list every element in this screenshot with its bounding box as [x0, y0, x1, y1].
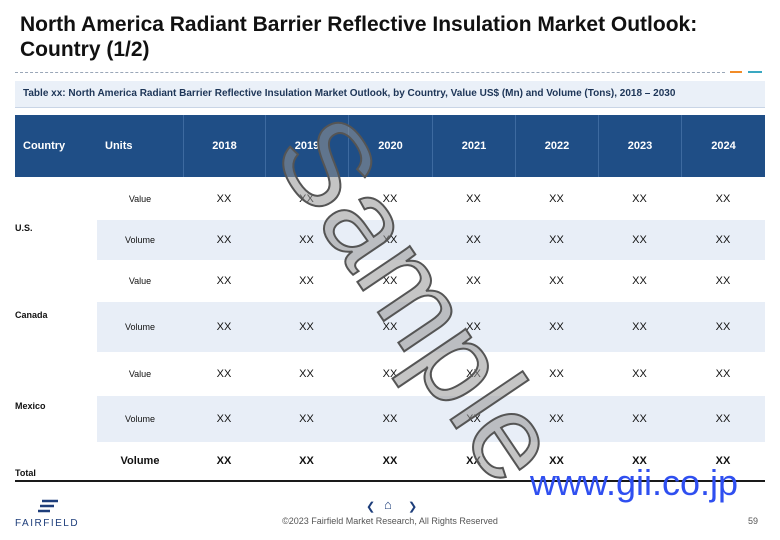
nav-prev[interactable]: ❮ — [366, 501, 376, 513]
page-number: 59 — [748, 516, 759, 526]
value-cell: XX — [216, 275, 232, 287]
watermark-site: www.gii.co.jp — [530, 462, 739, 503]
unit-label: Volume — [97, 396, 183, 442]
value-cell: XX — [549, 368, 564, 380]
title-rule — [15, 72, 725, 73]
value-cell: XX — [183, 302, 265, 352]
value-cell: XX — [632, 193, 647, 205]
unit-label: Value — [128, 194, 152, 204]
value-cell: XX — [382, 275, 398, 287]
value-cell: XX — [183, 396, 265, 442]
value-cell: XX — [715, 193, 731, 205]
value-cell: XX — [515, 220, 598, 260]
unit-label: Volume — [97, 302, 183, 352]
unit-label: Value — [128, 276, 152, 286]
country-label: Canada — [15, 310, 48, 320]
unit-label: Volume — [97, 220, 183, 260]
value-cell: XX — [432, 220, 515, 260]
value-cell: XX — [549, 455, 564, 467]
value-cell: XX — [632, 275, 647, 287]
copyright: ©2023 Fairfield Market Research, All Rig… — [282, 516, 498, 526]
value-cell: XX — [598, 302, 681, 352]
slide-title: North America Radiant Barrier Reflective… — [20, 13, 698, 61]
value-cell: XX — [681, 396, 765, 442]
value-cell: XX — [348, 302, 432, 352]
value-cell: XX — [466, 193, 481, 205]
value-cell: XX — [432, 396, 515, 442]
value-cell: XX — [715, 455, 731, 467]
accent — [730, 71, 742, 73]
value-cell: XX — [382, 193, 398, 205]
table-caption: Table xx: North America Radiant Barrier … — [23, 88, 676, 99]
unit-label: Value — [128, 369, 152, 379]
value-cell: XX — [216, 368, 232, 380]
nav-next[interactable]: ❯ — [408, 501, 418, 513]
value-cell: XX — [681, 220, 765, 260]
column-header: 2020 — [348, 115, 432, 177]
country-label: U.S. — [15, 223, 33, 233]
table-header — [15, 115, 765, 177]
total-label: Total — [15, 468, 36, 478]
value-cell: XX — [382, 368, 398, 380]
value-cell: XX — [715, 368, 731, 380]
value-cell: XX — [598, 220, 681, 260]
value-cell: XX — [432, 302, 515, 352]
value-cell: XX — [549, 193, 564, 205]
value-cell: XX — [382, 455, 398, 467]
value-cell: XX — [681, 302, 765, 352]
value-cell: XX — [348, 220, 432, 260]
value-cell: XX — [466, 455, 481, 467]
value-cell: XX — [299, 368, 314, 380]
value-cell: XX — [598, 396, 681, 442]
column-header: 2021 — [432, 115, 515, 177]
column-header: Units — [105, 140, 133, 152]
value-cell: XX — [216, 193, 232, 205]
value-cell: XX — [183, 220, 265, 260]
subtitle-bar: Table xx: North America Radiant Barrier … — [15, 81, 765, 108]
value-cell: XX — [715, 275, 731, 287]
nav-home[interactable]: ⌂ — [384, 497, 392, 512]
value-cell: XX — [265, 396, 348, 442]
value-cell: XX — [299, 193, 314, 205]
value-cell: XX — [549, 275, 564, 287]
column-header: 2022 — [515, 115, 598, 177]
value-cell: XX — [466, 368, 481, 380]
value-cell: XX — [265, 302, 348, 352]
column-header: 2024 — [681, 115, 765, 177]
unit-label: Volume — [120, 455, 160, 467]
value-cell: XX — [348, 396, 432, 442]
value-cell: XX — [632, 455, 647, 467]
value-cell: XX — [515, 396, 598, 442]
value-cell: XX — [299, 275, 314, 287]
accent — [748, 71, 762, 73]
column-header: 2019 — [265, 115, 348, 177]
value-cell: XX — [466, 275, 481, 287]
column-header: Country — [23, 140, 66, 152]
column-header: 2018 — [183, 115, 265, 177]
logo-icon — [38, 499, 58, 513]
value-cell: XX — [299, 455, 314, 467]
value-cell: XX — [216, 455, 232, 467]
value-cell: XX — [515, 302, 598, 352]
country-label: Mexico — [15, 401, 46, 411]
logo: FAIRFIELD — [15, 518, 80, 529]
value-cell: XX — [632, 368, 647, 380]
table-bottom-rule — [15, 480, 765, 482]
value-cell: XX — [265, 220, 348, 260]
column-header: 2023 — [598, 115, 681, 177]
